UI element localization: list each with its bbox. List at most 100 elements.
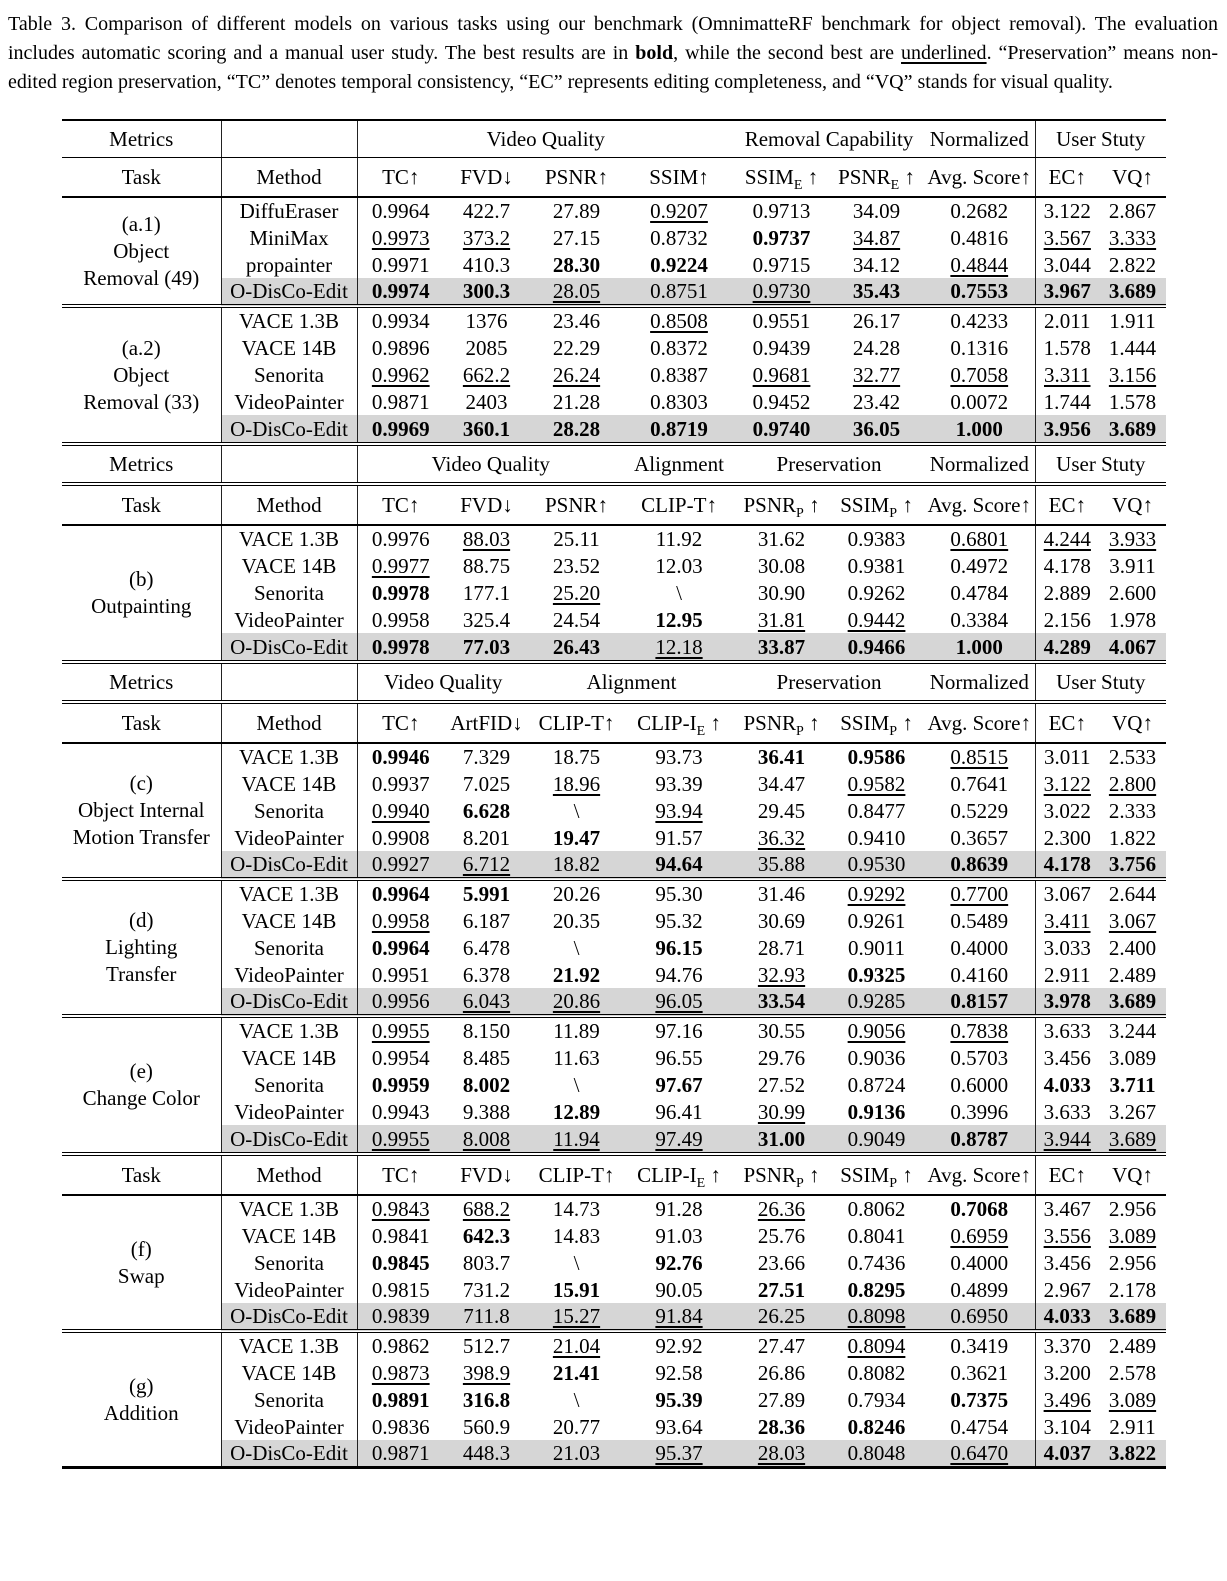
task-label: (a.1) Object Removal (49) [62, 197, 221, 306]
value: 0.8041 [847, 1223, 906, 1248]
value-cell: 3.244 [1099, 1014, 1167, 1044]
value-cell: 1.978 [1099, 606, 1166, 633]
value-cell: 25.76 [734, 1222, 829, 1249]
value-cell: 3.689 [1099, 988, 1167, 1016]
value: 97.16 [655, 1019, 703, 1043]
method-name: VACE 14B [220, 552, 357, 579]
value: 90.05 [655, 1277, 703, 1302]
value-cell: 0.9955 [356, 1014, 444, 1044]
value-cell: 325.4 [444, 606, 529, 633]
column-header: FVD↓ [444, 157, 529, 198]
value-cell: 0.4160 [924, 961, 1035, 988]
value: 30.55 [757, 1019, 806, 1043]
value: 0.8751 [650, 279, 708, 303]
value-cell: 21.92 [529, 961, 624, 988]
value: 2.489 [1108, 1334, 1157, 1358]
value-cell: 0.9715 [734, 251, 829, 278]
method-name: VideoPainter [220, 1098, 357, 1125]
layout-element: E [890, 178, 900, 194]
value: 0.9976 [371, 527, 430, 551]
second-best-value: 0.7838 [950, 1019, 1009, 1043]
value: 0.1316 [950, 335, 1009, 360]
value: 0.8724 [847, 1072, 906, 1097]
second-best-value: 662.2 [462, 362, 511, 387]
second-best-value: 11.94 [553, 1126, 600, 1151]
second-best-value: 28.05 [552, 279, 601, 303]
best-value: 0.8719 [650, 416, 708, 441]
value-cell: 3.411 [1034, 907, 1100, 934]
value: 2.400 [1108, 935, 1157, 960]
value-cell: 0.9740 [734, 415, 829, 442]
metric-group-label: Preservation [734, 444, 925, 486]
value: 95.32 [655, 908, 703, 933]
value: 7.025 [462, 771, 511, 796]
value-cell: 95.30 [624, 877, 735, 907]
value-cell: 1.444 [1099, 334, 1166, 361]
value-cell: 0.5489 [924, 907, 1035, 934]
second-best-value: 0.7058 [950, 362, 1009, 387]
value-cell: 95.32 [624, 907, 734, 934]
value: 0.3996 [950, 1099, 1009, 1124]
second-best-value: 97.49 [655, 1126, 703, 1151]
layout-element: PSNR [743, 493, 797, 517]
value: 1.911 [1109, 309, 1156, 333]
value-cell: 0.8508 [624, 304, 734, 334]
task-section-b: (b) Outpainting VACE 1.3B 0.9976 88.03 25.11 1… [62, 525, 1167, 660]
value-cell: 0.9713 [734, 197, 829, 224]
column-header: EC↑ [1034, 702, 1100, 744]
value-cell: 410.3 [444, 251, 529, 278]
value-cell: 0.9261 [829, 907, 924, 934]
column-header: FVD↓ [444, 484, 529, 526]
value-cell: 2.489 [1099, 1329, 1166, 1359]
method-name: Senorita [220, 797, 357, 824]
value-cell: 4.178 [1034, 851, 1100, 879]
value-cell: 21.41 [529, 1359, 624, 1386]
value: 12.03 [655, 553, 703, 578]
task-label-line: (a.2) [121, 335, 161, 360]
value-cell: 28.71 [734, 934, 829, 961]
value: 3.122 [1043, 199, 1091, 223]
layout-element: PSNR [743, 711, 796, 735]
value: 3.267 [1108, 1099, 1157, 1124]
value: 2403 [465, 389, 508, 414]
value-cell: 92.92 [624, 1329, 734, 1359]
value: 0.9285 [847, 989, 906, 1013]
value-cell: 0.9976 [356, 525, 444, 552]
best-value: 0.9969 [371, 416, 430, 441]
second-best-value: 0.9958 [371, 908, 430, 933]
best-value: 0.9224 [650, 252, 708, 277]
value-cell: 0.9974 [356, 278, 444, 306]
best-value: 3.756 [1108, 852, 1157, 876]
value-cell: 18.75 [529, 743, 624, 770]
value-cell: 25.20 [529, 579, 624, 606]
value: 0.8387 [650, 362, 708, 387]
value-cell: 0.8387 [624, 361, 734, 388]
column-header: PSNR↑ [529, 157, 624, 198]
layout-element: CLIP-I [637, 711, 697, 735]
best-value: 0.9891 [371, 1387, 430, 1412]
task-label-line: Motion Transfer [72, 825, 210, 849]
value-cell: 20.86 [529, 988, 624, 1016]
layout-element: VQ [1112, 1163, 1143, 1187]
value-cell: 96.05 [624, 988, 735, 1016]
caption-text: , while the second best are [673, 42, 902, 64]
layout-element: TC [382, 165, 409, 189]
value-cell: 0.3657 [924, 824, 1035, 851]
best-value: 33.87 [757, 634, 806, 659]
value-cell: 0.9871 [356, 1440, 444, 1468]
value: 2.300 [1043, 825, 1091, 850]
layout-element: VQ [1112, 711, 1143, 735]
value-cell: 0.7068 [924, 1195, 1035, 1222]
value: 0.9439 [752, 335, 811, 360]
task-label: (d) Lighting Transfer [62, 877, 221, 1016]
value-cell: 3.944 [1034, 1125, 1100, 1152]
method-name: VACE 1.3B [220, 1195, 357, 1222]
value-cell: 93.94 [624, 797, 734, 824]
method-name: propainter [220, 251, 357, 278]
value-cell: 0.9410 [829, 824, 924, 851]
value-cell: 3.956 [1034, 415, 1099, 442]
value-cell: 0.7553 [924, 278, 1035, 306]
value: 0.9049 [847, 1126, 906, 1151]
value: 0.5229 [950, 798, 1009, 823]
value-cell: 3.122 [1034, 770, 1100, 797]
